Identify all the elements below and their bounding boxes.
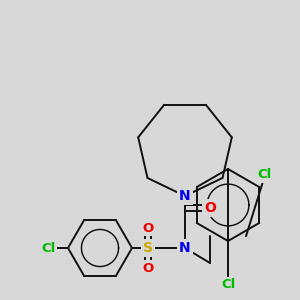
Text: O: O [142, 221, 154, 235]
Text: N: N [179, 189, 191, 203]
Text: Cl: Cl [41, 242, 55, 254]
Text: Cl: Cl [221, 278, 235, 292]
Text: O: O [204, 201, 216, 215]
Text: Cl: Cl [258, 169, 272, 182]
Text: N: N [179, 241, 191, 255]
Text: O: O [142, 262, 154, 275]
Text: S: S [143, 241, 153, 255]
